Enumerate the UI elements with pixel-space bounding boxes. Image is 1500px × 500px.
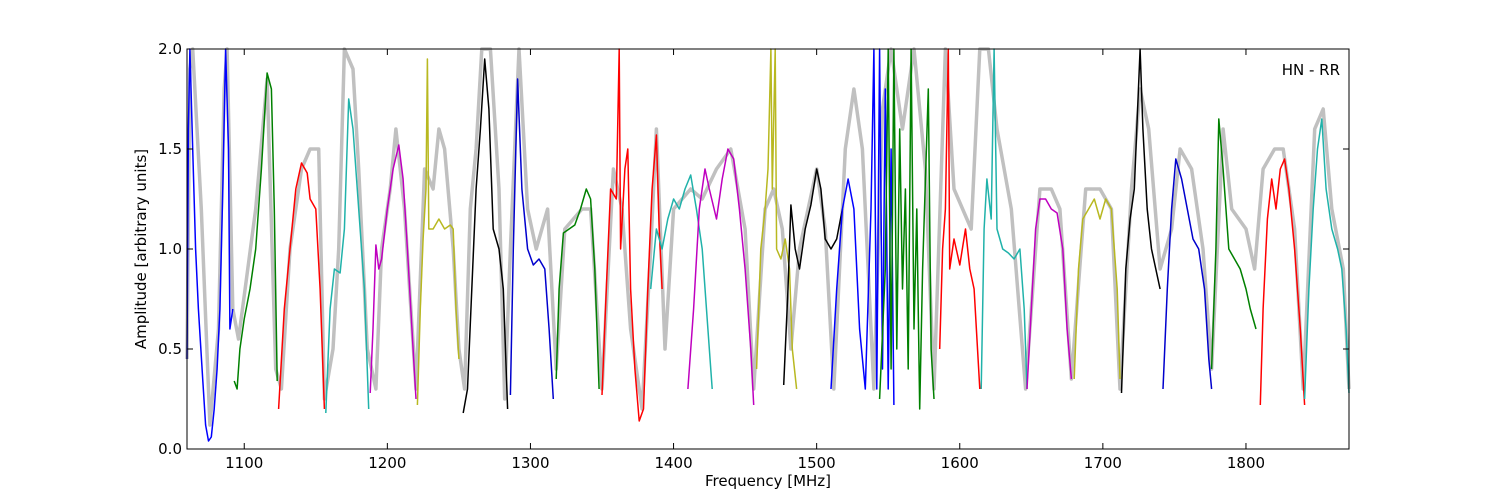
series-line-24: [1259, 158, 1306, 406]
y-tick-label: 0.5: [158, 340, 182, 358]
series-line-23: [1210, 118, 1257, 370]
series-line-10: [601, 48, 663, 422]
series-line-8: [509, 78, 555, 400]
series-line-16: [878, 48, 935, 410]
series-line-17: [938, 48, 981, 390]
series-line-4: [325, 98, 370, 414]
x-tick-label: 1300: [511, 454, 549, 472]
series-line-20: [1073, 198, 1121, 380]
x-tick-label: 1600: [941, 454, 979, 472]
series-line-2: [233, 72, 278, 390]
x-tick-label: 1200: [368, 454, 406, 472]
x-tick-label: 1400: [654, 454, 692, 472]
series-line-9: [555, 188, 600, 390]
y-tick-label: 1.5: [158, 140, 182, 158]
series-line-25: [1303, 118, 1350, 400]
series-line-7: [462, 58, 509, 414]
annotation-label: HN - RR: [1282, 61, 1340, 79]
x-tick-label: 1500: [798, 454, 836, 472]
x-tick-label: 1800: [1227, 454, 1265, 472]
y-tick-label: 0.0: [158, 440, 182, 458]
series-line-14: [782, 168, 844, 386]
series-line-11: [649, 174, 713, 390]
y-axis-label: Amplitude [arbitrary units]: [132, 149, 150, 349]
series-line-21: [1120, 48, 1161, 394]
series-line-5: [369, 144, 417, 400]
series-line-12: [687, 148, 755, 406]
x-tick-label: 1100: [225, 454, 263, 472]
x-axis-label: Frequency [MHz]: [705, 472, 831, 490]
ticks-layer: 1100 1200 1300 1400 1500 1600 1700 1800 0.0 0.5 1.…: [158, 40, 1349, 472]
series-line-22: [1162, 158, 1213, 390]
series-line-3: [277, 162, 326, 410]
series-line-18: [980, 48, 1028, 390]
series-line-6: [416, 58, 460, 406]
series-line-1: [186, 48, 234, 442]
x-tick-label: 1700: [1084, 454, 1122, 472]
series-layer: [186, 48, 1350, 442]
series-line-19: [1026, 198, 1073, 390]
y-tick-label: 2.0: [158, 40, 182, 58]
y-tick-label: 1.0: [158, 240, 182, 258]
series-line-15: [830, 48, 895, 406]
